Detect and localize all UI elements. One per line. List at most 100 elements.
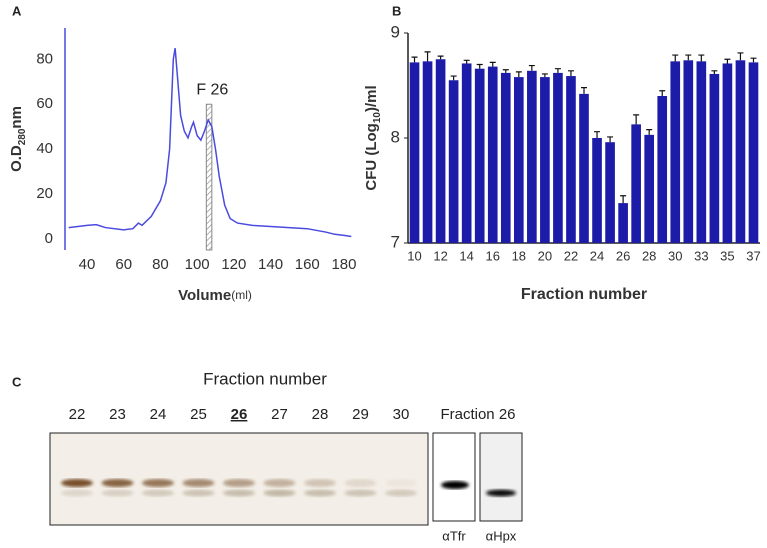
bar bbox=[657, 96, 668, 243]
gel-band bbox=[385, 489, 417, 497]
bar bbox=[631, 124, 641, 243]
gel-band bbox=[304, 489, 336, 497]
error-bar bbox=[567, 70, 574, 77]
lane-label: 28 bbox=[312, 406, 329, 423]
y-tick-label: 20 bbox=[36, 185, 53, 202]
label-part: O.D bbox=[8, 145, 25, 172]
bar bbox=[448, 80, 459, 243]
bar bbox=[500, 72, 511, 244]
gel-band bbox=[263, 489, 296, 497]
bar bbox=[696, 61, 707, 243]
x-tick-label: 24 bbox=[590, 248, 604, 263]
error-bar bbox=[411, 56, 418, 63]
bar bbox=[422, 61, 433, 243]
gel-band bbox=[344, 489, 377, 497]
gel-band bbox=[304, 479, 336, 487]
error-bar bbox=[620, 195, 627, 204]
error-bar bbox=[424, 51, 431, 62]
panel-label: C bbox=[12, 374, 22, 389]
lane-label: 25 bbox=[190, 406, 207, 423]
y-tick-label: 80 bbox=[36, 50, 53, 67]
label-part: Volume bbox=[178, 287, 231, 304]
y-tick-label: 0 bbox=[45, 230, 53, 247]
gel-band bbox=[101, 479, 134, 487]
error-bar bbox=[515, 71, 522, 78]
x-tick-label: 35 bbox=[720, 248, 734, 263]
fraction-highlight bbox=[205, 103, 213, 251]
y-tick-label: 60 bbox=[36, 95, 53, 112]
bar bbox=[644, 134, 655, 243]
x-tick-label: 16 bbox=[486, 248, 500, 263]
bar bbox=[435, 59, 446, 243]
error-bar bbox=[463, 59, 470, 64]
bar bbox=[540, 77, 550, 243]
y-axis-label: O.D280nm bbox=[8, 106, 28, 172]
gel-band bbox=[223, 479, 255, 487]
x-tick-label: 14 bbox=[459, 248, 473, 263]
blot-band bbox=[486, 489, 516, 497]
error-bar bbox=[685, 54, 692, 61]
gel-band bbox=[182, 479, 215, 487]
bar bbox=[527, 70, 537, 243]
x-tick-label: 30 bbox=[668, 248, 682, 263]
x-tick-label: 100 bbox=[185, 256, 210, 273]
error-bar bbox=[476, 63, 483, 69]
error-bar bbox=[711, 70, 718, 74]
error-bar bbox=[489, 61, 496, 67]
bar bbox=[709, 73, 720, 243]
error-bar bbox=[437, 55, 444, 60]
x-tick-label: 120 bbox=[221, 256, 246, 273]
lane-label: 24 bbox=[150, 406, 167, 423]
panel-label: A bbox=[12, 3, 22, 18]
gel-band bbox=[142, 479, 174, 487]
bar bbox=[748, 62, 759, 244]
x-tick-label: 28 bbox=[642, 248, 656, 263]
x-tick-label: 160 bbox=[295, 256, 320, 273]
x-tick-label: 80 bbox=[152, 256, 169, 273]
error-bar bbox=[594, 131, 601, 138]
gel-band bbox=[61, 489, 93, 497]
bar bbox=[605, 142, 615, 243]
error-bar bbox=[672, 54, 679, 62]
label-part: 10 bbox=[372, 112, 383, 124]
x-tick-label: 10 bbox=[407, 248, 421, 263]
lane-label: 26 bbox=[231, 406, 248, 423]
x-axis-label: Volume(ml) bbox=[178, 287, 252, 304]
bar bbox=[487, 66, 498, 243]
blot-title: Fraction 26 bbox=[440, 406, 515, 423]
y-tick-label: 9 bbox=[391, 22, 400, 41]
gel-band bbox=[385, 479, 417, 487]
gel-band bbox=[101, 489, 134, 497]
x-tick-label: 20 bbox=[538, 248, 552, 263]
error-bar bbox=[659, 90, 666, 96]
y-tick-label: 7 bbox=[391, 232, 400, 251]
bar bbox=[409, 62, 420, 244]
x-tick-label: 140 bbox=[258, 256, 283, 273]
label-part: (ml) bbox=[231, 288, 252, 302]
error-bar bbox=[528, 64, 535, 71]
y-tick-label: 40 bbox=[36, 140, 53, 157]
x-axis-label: Fraction number bbox=[521, 286, 647, 303]
gel-band bbox=[223, 489, 255, 497]
error-bar bbox=[724, 58, 731, 64]
error-bar bbox=[554, 68, 561, 73]
gel-band bbox=[182, 489, 215, 497]
gel-band bbox=[142, 489, 174, 497]
gel-band bbox=[61, 479, 93, 487]
error-bar bbox=[450, 75, 457, 81]
gel-band bbox=[263, 479, 296, 487]
bar bbox=[513, 77, 524, 243]
label-part: CFU (Log bbox=[363, 123, 380, 190]
error-bar bbox=[646, 129, 653, 135]
error-bar bbox=[698, 54, 705, 62]
blot-label: αHpx bbox=[486, 528, 517, 543]
x-tick-label: 40 bbox=[79, 256, 96, 273]
error-bar bbox=[607, 136, 614, 143]
bar bbox=[670, 61, 681, 243]
bar bbox=[461, 63, 472, 244]
bar bbox=[553, 72, 563, 244]
error-bar bbox=[502, 69, 509, 73]
bar bbox=[474, 68, 485, 243]
lane-label: 27 bbox=[271, 406, 288, 423]
